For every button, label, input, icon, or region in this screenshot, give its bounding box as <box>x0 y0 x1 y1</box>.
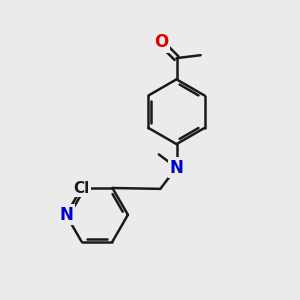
Text: N: N <box>59 206 73 224</box>
Text: N: N <box>169 159 183 177</box>
Text: Cl: Cl <box>74 181 90 196</box>
Text: O: O <box>154 33 168 51</box>
